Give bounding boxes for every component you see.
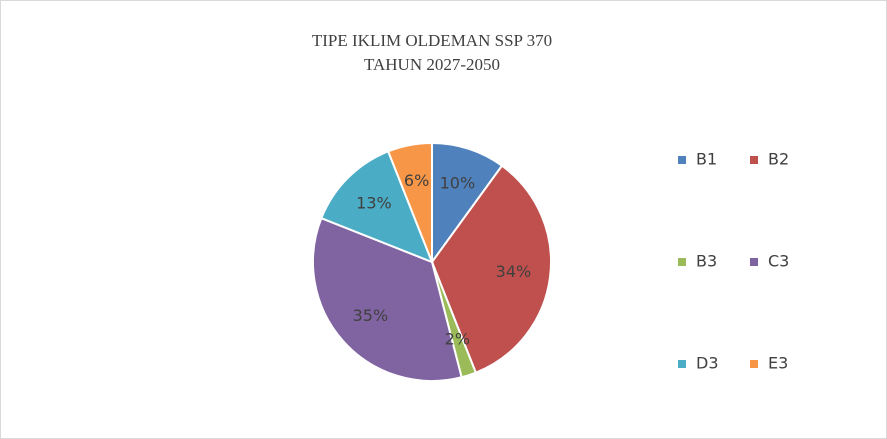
chart-subtitle: TAHUN 2027-2050: [364, 55, 500, 74]
data-label: 10%: [440, 173, 476, 192]
pie-slice: [430, 164, 552, 374]
data-label: 35%: [353, 306, 389, 325]
pie-slice: [431, 141, 504, 266]
legend-label: C3: [768, 252, 789, 271]
legend-swatch: [750, 360, 758, 368]
legend-swatch: [750, 258, 758, 266]
legend-swatch: [678, 258, 686, 266]
legend-label: E3: [768, 354, 788, 373]
data-label: 13%: [356, 193, 392, 212]
legend-swatch: [750, 156, 758, 164]
pie-slice: [386, 141, 433, 263]
legend-swatch: [678, 360, 686, 368]
legend-label: B2: [768, 150, 789, 169]
pie-slice: [312, 216, 463, 382]
pie-slice: [320, 150, 434, 264]
legend-label: B1: [696, 150, 717, 169]
legend-label: D3: [696, 354, 719, 373]
data-label: 34%: [496, 262, 532, 281]
legend-swatch: [678, 156, 686, 164]
data-label: 2%: [445, 330, 470, 349]
legend-label: B3: [696, 252, 717, 271]
data-label: 6%: [404, 171, 429, 190]
chart-title: TIPE IKLIM OLDEMAN SSP 370: [312, 31, 552, 50]
